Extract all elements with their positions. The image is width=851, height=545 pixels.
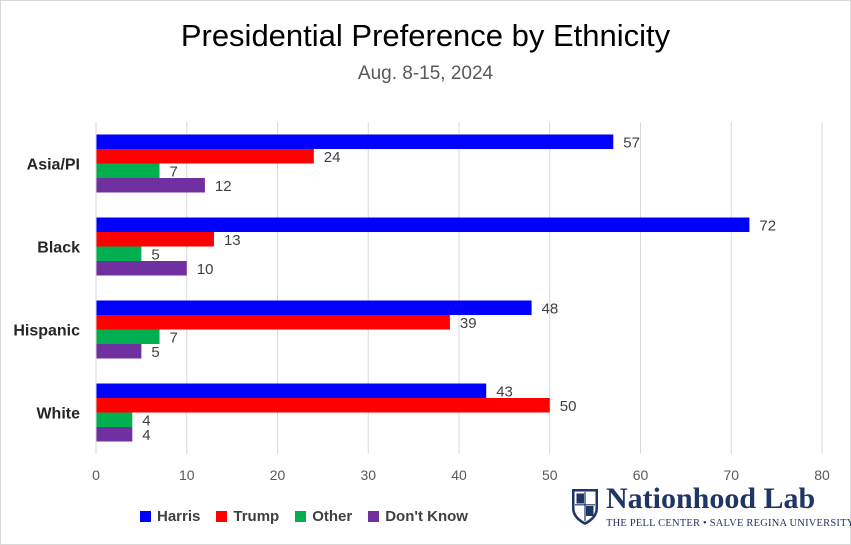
legend-item: Don't Know <box>368 508 468 525</box>
bar-trump <box>96 315 450 330</box>
bar-chart: 0 10 20 30 40 50 60 70 80Asia/PI5724712Black7213… <box>13 122 830 483</box>
bar-trump <box>96 398 550 413</box>
category-label: Hispanic <box>13 323 80 340</box>
data-label: 4 <box>142 412 150 429</box>
x-tick-label: 80 <box>814 467 830 483</box>
bar-other <box>96 246 142 261</box>
bar-harris <box>96 134 614 149</box>
logo-name: Nationhood Lab <box>606 482 816 515</box>
bar-don-t-know <box>96 427 133 442</box>
data-label: 10 <box>197 261 214 278</box>
legend-label: Don't Know <box>385 508 468 525</box>
legend-item: Harris <box>140 508 200 525</box>
bar-harris <box>96 217 750 232</box>
data-label: 50 <box>560 398 577 415</box>
bar-trump <box>96 149 314 164</box>
data-label: 4 <box>142 427 150 444</box>
x-tick-label: 0 <box>92 467 100 483</box>
legend-item: Trump <box>216 508 279 525</box>
data-label: 24 <box>324 149 341 166</box>
bar-other <box>96 329 160 344</box>
bar-other <box>96 412 133 427</box>
legend-swatch <box>140 511 151 522</box>
legend-swatch <box>295 511 307 522</box>
bar-don-t-know <box>96 261 187 276</box>
data-label: 39 <box>460 315 477 332</box>
data-label: 57 <box>623 134 640 151</box>
x-tick-label: 10 <box>179 467 195 483</box>
x-tick-label: 20 <box>270 467 286 483</box>
data-label: 48 <box>542 300 559 317</box>
logo-tagline: THE PELL CENTER • SALVE REGINA UNIVERSIT… <box>606 518 851 529</box>
category-label: Black <box>37 240 80 257</box>
bar-other <box>96 163 160 178</box>
nationhood-lab-logo: Nationhood Lab THE PELL CENTER • SALVE R… <box>570 482 851 534</box>
bar-don-t-know <box>96 178 205 193</box>
chart-subtitle: Aug. 8-15, 2024 <box>357 63 494 84</box>
legend-label: Other <box>312 508 353 525</box>
bar-trump <box>96 232 214 247</box>
shield-icon <box>572 489 598 525</box>
data-label: 12 <box>215 178 232 195</box>
category-label: Asia/PI <box>27 157 80 174</box>
x-tick-label: 30 <box>360 467 376 483</box>
data-label: 43 <box>496 383 513 400</box>
x-tick-label: 60 <box>633 467 649 483</box>
bar-harris <box>96 383 487 398</box>
legend-label: Trump <box>233 508 280 525</box>
x-tick-label: 50 <box>542 467 558 483</box>
legend-item: Other <box>295 508 352 525</box>
bar-harris <box>96 300 532 315</box>
legend-swatch <box>216 511 228 522</box>
chart-legend: Harris Trump Other Don't Know <box>140 508 468 525</box>
chart-title: Presidential Preference by Ethnicity <box>180 18 671 53</box>
data-label: 72 <box>759 217 776 234</box>
x-tick-label: 70 <box>723 467 739 483</box>
bar-don-t-know <box>96 344 142 359</box>
category-label: White <box>36 406 80 423</box>
data-label: 7 <box>170 329 178 346</box>
data-label: 5 <box>151 246 159 263</box>
legend-swatch <box>368 511 380 522</box>
data-label: 7 <box>170 163 178 180</box>
legend-label: Harris <box>157 508 201 525</box>
data-label: 5 <box>151 344 159 361</box>
x-tick-label: 40 <box>451 467 467 483</box>
data-label: 13 <box>224 232 241 249</box>
